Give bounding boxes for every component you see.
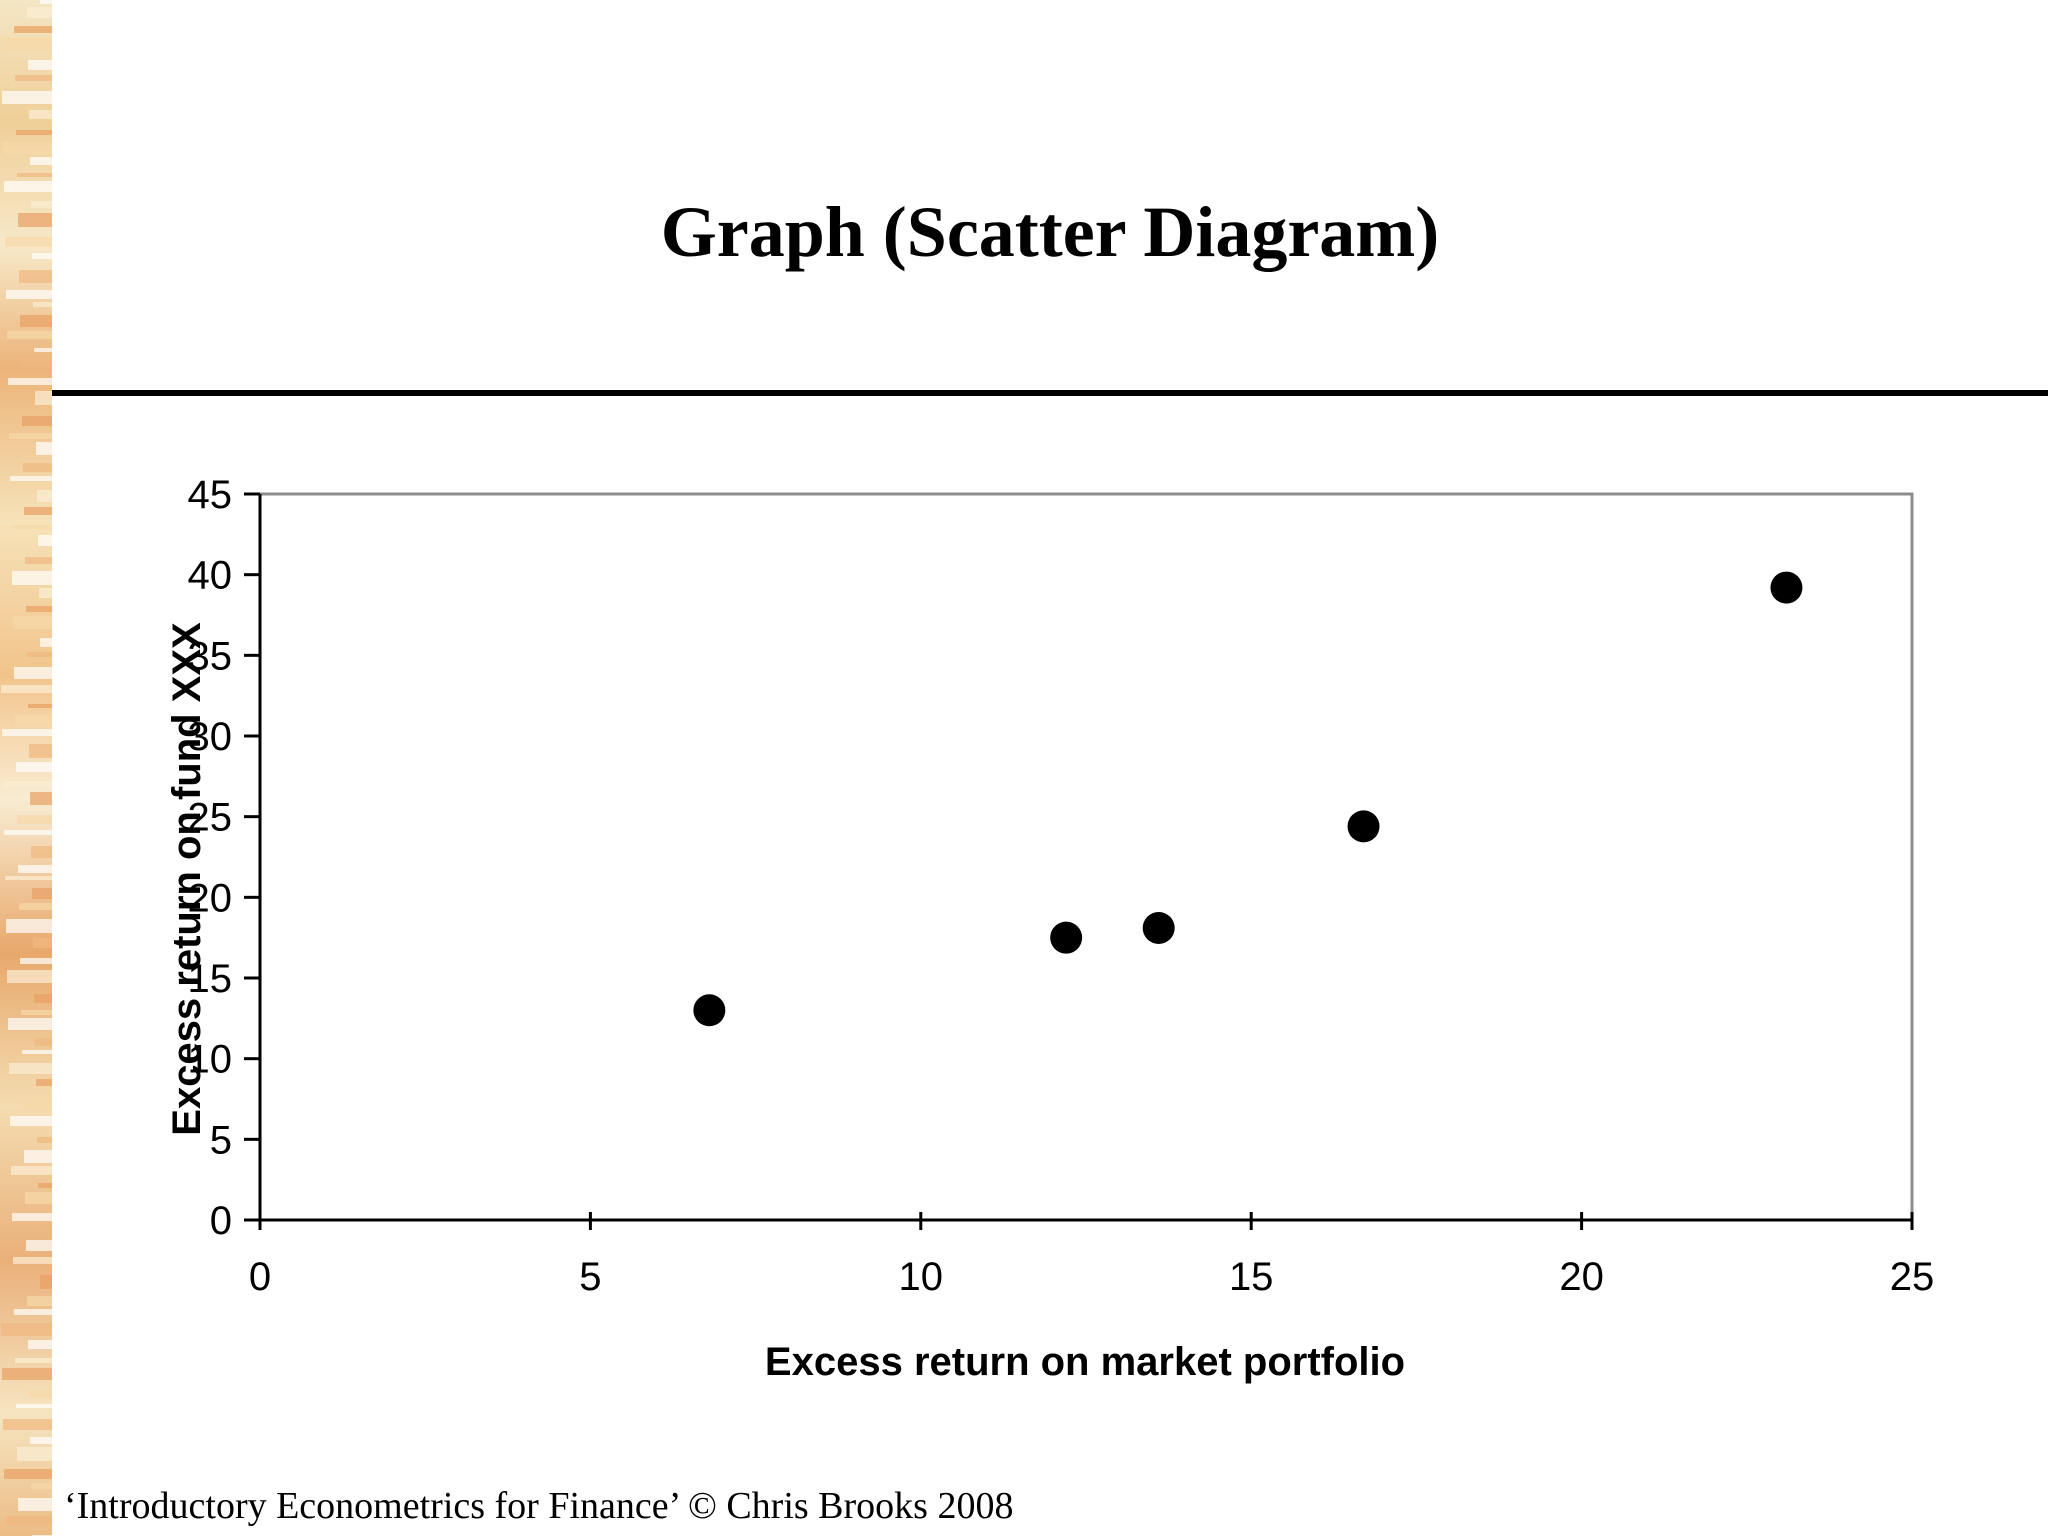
- x-tick-label: 20: [1559, 1255, 1604, 1299]
- data-point: [1142, 911, 1175, 944]
- y-tick-label: 0: [210, 1199, 232, 1243]
- y-axis-title: Excess return on fund XXX: [165, 622, 209, 1136]
- y-tick-label: 5: [210, 1118, 232, 1162]
- data-point: [693, 994, 726, 1027]
- slide-footer: ‘Introductory Econometrics for Finance’ …: [64, 1485, 1014, 1527]
- plot-area-border: [258, 492, 1914, 1222]
- y-tick-label: 10: [188, 1038, 233, 1082]
- y-tick-label: 15: [188, 957, 233, 1001]
- data-points: [693, 571, 1803, 1027]
- x-tick-label: 10: [899, 1255, 944, 1299]
- plot-frame: [258, 492, 1914, 1222]
- y-tick-label: 25: [188, 796, 233, 840]
- x-tick-label: 0: [249, 1255, 271, 1299]
- y-tick-label: 35: [188, 634, 233, 678]
- slide-title: Graph (Scatter Diagram): [660, 192, 1440, 272]
- decorative-side-strip: [0, 0, 52, 1536]
- y-axis: 0 5 10 15 20 25 30 35 40 45: [188, 473, 260, 1243]
- data-point: [1347, 810, 1380, 843]
- x-axis-title: Excess return on market portfolio: [765, 1340, 1405, 1384]
- title-divider: [52, 390, 2048, 396]
- x-tick-label: 5: [579, 1255, 601, 1299]
- x-tick-label: 15: [1229, 1255, 1274, 1299]
- data-point: [1770, 571, 1803, 604]
- y-tick-label: 40: [188, 554, 233, 598]
- data-point: [1050, 921, 1083, 954]
- side-strip-pattern: [1, 0, 52, 1536]
- scatter-chart: 0 5 10 15 20 25 30 35 40 45 0 5 10 15 20 25 Excess ret…: [165, 473, 1934, 1384]
- y-tick-label: 45: [188, 473, 233, 517]
- x-axis: 0 5 10 15 20 25: [249, 1212, 1934, 1299]
- y-tick-label: 20: [188, 876, 233, 920]
- x-tick-label: 25: [1890, 1255, 1935, 1299]
- y-tick-label: 30: [188, 715, 233, 759]
